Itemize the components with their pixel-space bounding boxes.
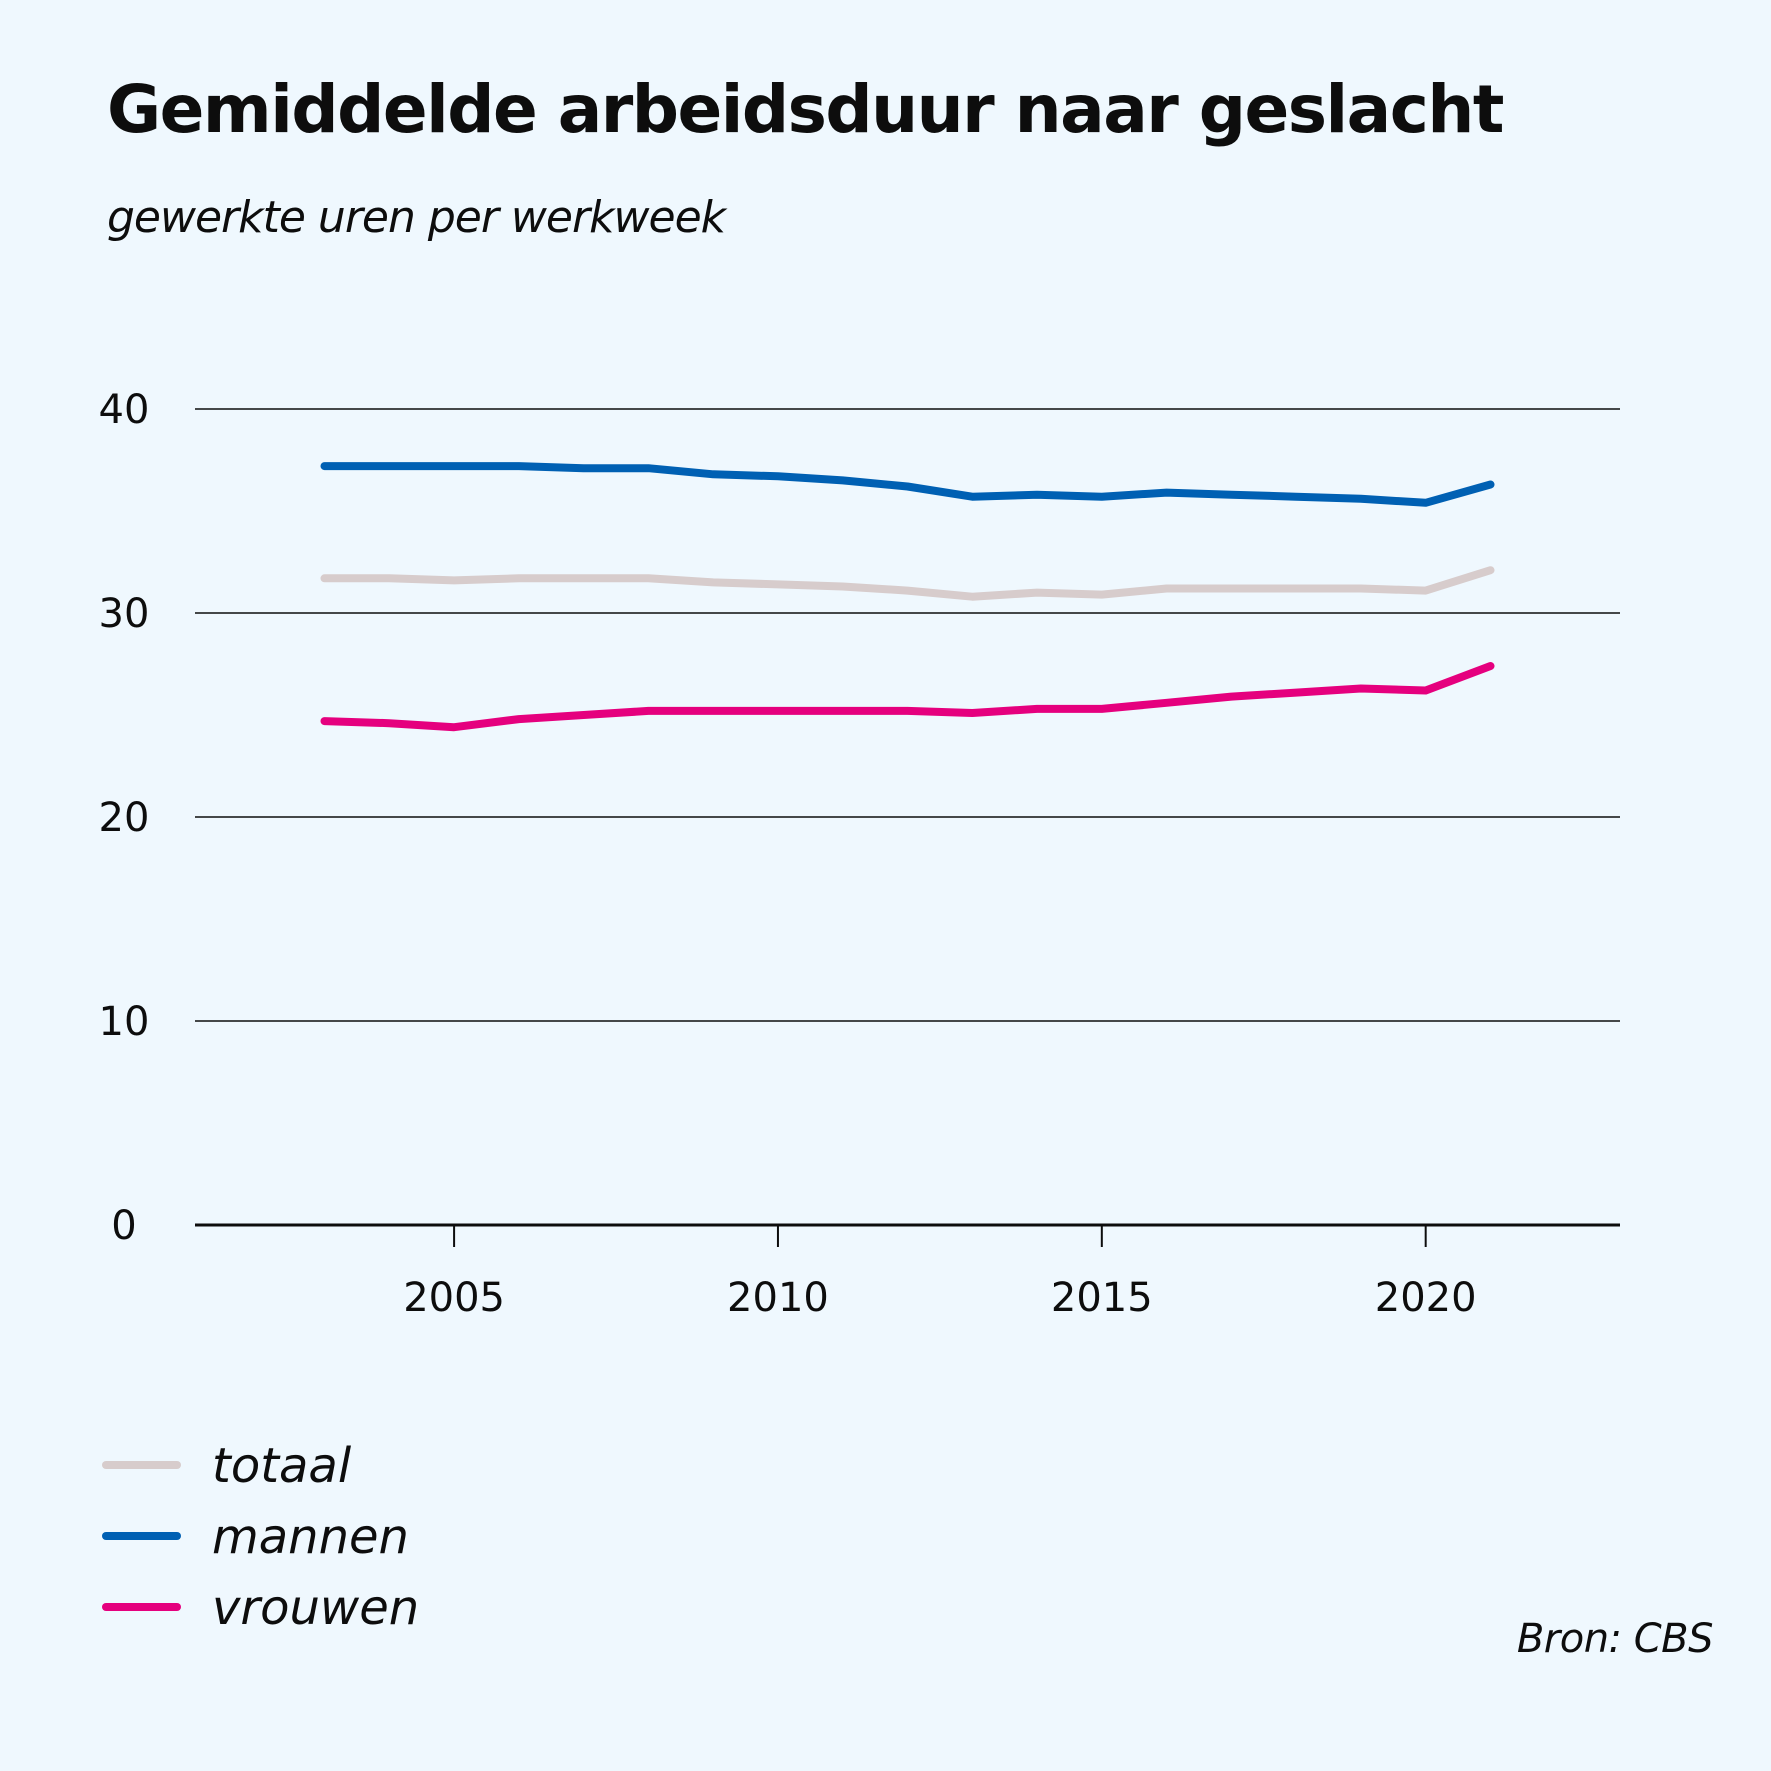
x-tick-label-2015: 2015 — [1051, 1275, 1153, 1321]
source-note: Bron: CBS — [1516, 1616, 1714, 1662]
legend-item-mannen: mannen — [102, 1509, 409, 1565]
y-tick-label-0: 0 — [111, 1203, 136, 1249]
gridlines — [195, 408, 1620, 1227]
series-lines — [320, 462, 1495, 732]
chart-title: Gemiddelde arbeidsduur naar geslacht — [107, 71, 1504, 148]
legend-item-totaal: totaal — [102, 1438, 352, 1494]
x-tick-label-2010: 2010 — [727, 1275, 829, 1321]
legend-label-vrouwen: vrouwen — [212, 1580, 419, 1636]
legend: totaal mannen vrouwen — [102, 1438, 419, 1636]
y-tick-label-20: 20 — [99, 795, 150, 841]
series-line-mannen — [320, 462, 1495, 507]
x-axis-ticks: 2005 2010 2015 2020 — [403, 1225, 1477, 1321]
legend-label-totaal: totaal — [212, 1438, 352, 1494]
series-line-totaal — [320, 566, 1495, 601]
x-tick-label-2020: 2020 — [1375, 1275, 1477, 1321]
chart-subtitle: gewerkte uren per werkweek — [107, 192, 726, 243]
y-tick-label-40: 40 — [99, 387, 150, 433]
legend-label-mannen: mannen — [212, 1509, 409, 1565]
x-tick-label-2005: 2005 — [403, 1275, 505, 1321]
y-tick-label-30: 30 — [99, 591, 150, 637]
legend-item-vrouwen: vrouwen — [102, 1580, 419, 1636]
y-tick-label-10: 10 — [99, 999, 150, 1045]
series-line-vrouwen — [320, 662, 1495, 732]
y-axis-tick-labels: 0 10 20 30 40 — [99, 387, 150, 1249]
